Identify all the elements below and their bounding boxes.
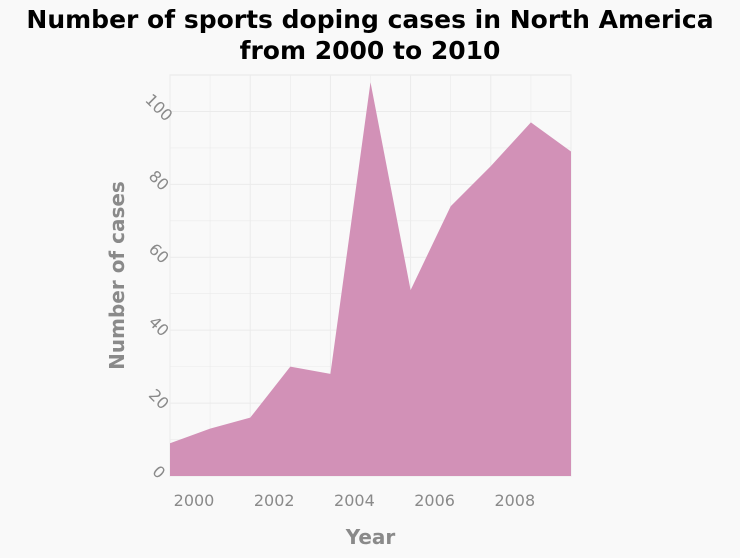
- y-tick-label: 0: [149, 462, 170, 483]
- chart-title-line-1: Number of sports doping cases in North A…: [26, 5, 714, 34]
- x-axis-label: Year: [345, 525, 396, 549]
- y-tick-label: 20: [145, 385, 173, 413]
- chart-title: Number of sports doping cases in North A…: [0, 4, 740, 66]
- y-tick-label: 40: [145, 312, 173, 340]
- y-tick-label: 80: [145, 167, 173, 195]
- y-tick-label: 60: [145, 239, 173, 267]
- x-tick-label: 2002: [254, 491, 295, 510]
- x-tick-label: 2004: [334, 491, 375, 510]
- x-tick-label: 2008: [494, 491, 535, 510]
- y-axis-label: Number of cases: [105, 181, 129, 370]
- x-tick-label: 2006: [414, 491, 455, 510]
- x-tick-labels: 2000 2002 2004 2006 2008: [174, 491, 536, 510]
- series-area: [170, 82, 571, 477]
- chart-title-line-2: from 2000 to 2010: [239, 36, 501, 65]
- x-tick-label: 2000: [174, 491, 215, 510]
